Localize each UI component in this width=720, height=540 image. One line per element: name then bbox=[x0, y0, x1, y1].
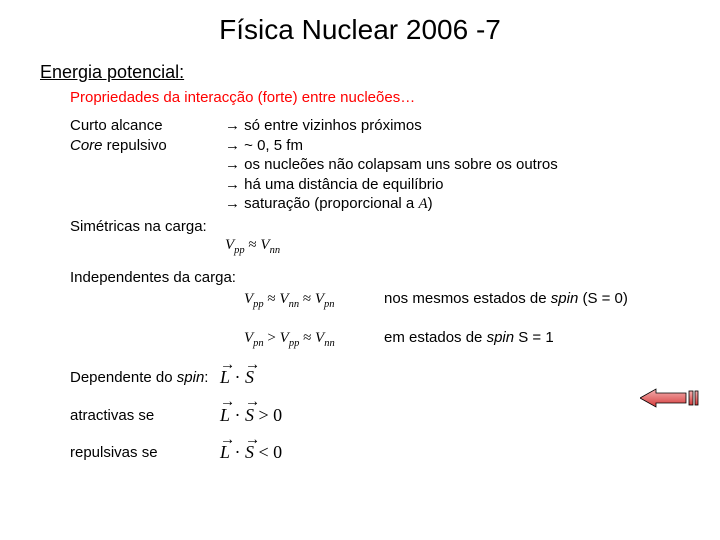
rep-label: repulsivas se bbox=[70, 443, 220, 463]
sym-formula: Vpp ≈ Vnn bbox=[225, 236, 700, 258]
property-labels: Curto alcance Core repulsivo bbox=[70, 116, 225, 215]
bullet-2: → ~ 0, 5 fm bbox=[225, 136, 700, 156]
bullet-1: → só entre vizinhos próximos bbox=[225, 116, 700, 136]
state-note: em estados de spin S = 1 bbox=[384, 328, 700, 348]
intro-line: Propriedades da interacção (forte) entre… bbox=[0, 85, 720, 116]
bullet-5: → saturação (proporcional a A) bbox=[225, 194, 700, 215]
bullet-3: → os nucleões não colapsam uns sobre os … bbox=[225, 155, 700, 175]
prop-core: Core repulsivo bbox=[70, 136, 225, 156]
page-title: Física Nuclear 2006 -7 bbox=[0, 0, 720, 52]
section-heading: Energia potencial: bbox=[0, 52, 720, 85]
prop-curto: Curto alcance bbox=[70, 116, 225, 136]
dep-formula: →L · →S bbox=[220, 366, 254, 389]
bullet-4: → há uma distância de equilíbrio bbox=[225, 175, 700, 195]
dep-label: Dependente do spin: bbox=[70, 368, 220, 388]
property-bullets: → só entre vizinhos próximos → ~ 0, 5 fm… bbox=[225, 116, 700, 215]
sym-label: Simétricas na carga: bbox=[70, 217, 225, 237]
indep-note: nos mesmos estados de spin (S = 0) bbox=[384, 289, 700, 309]
rep-formula: →L · →S < 0 bbox=[220, 441, 282, 464]
indep-label: Independentes da carga: bbox=[70, 258, 700, 288]
indep-formula: Vpp ≈ Vnn ≈ Vpn bbox=[244, 290, 384, 312]
callout-arrow-icon bbox=[640, 388, 702, 408]
state-formula: Vpn > Vpp ≈ Vnn bbox=[244, 329, 384, 351]
attr-label: atractivas se bbox=[70, 406, 220, 426]
attr-formula: →L · →S > 0 bbox=[220, 404, 282, 427]
